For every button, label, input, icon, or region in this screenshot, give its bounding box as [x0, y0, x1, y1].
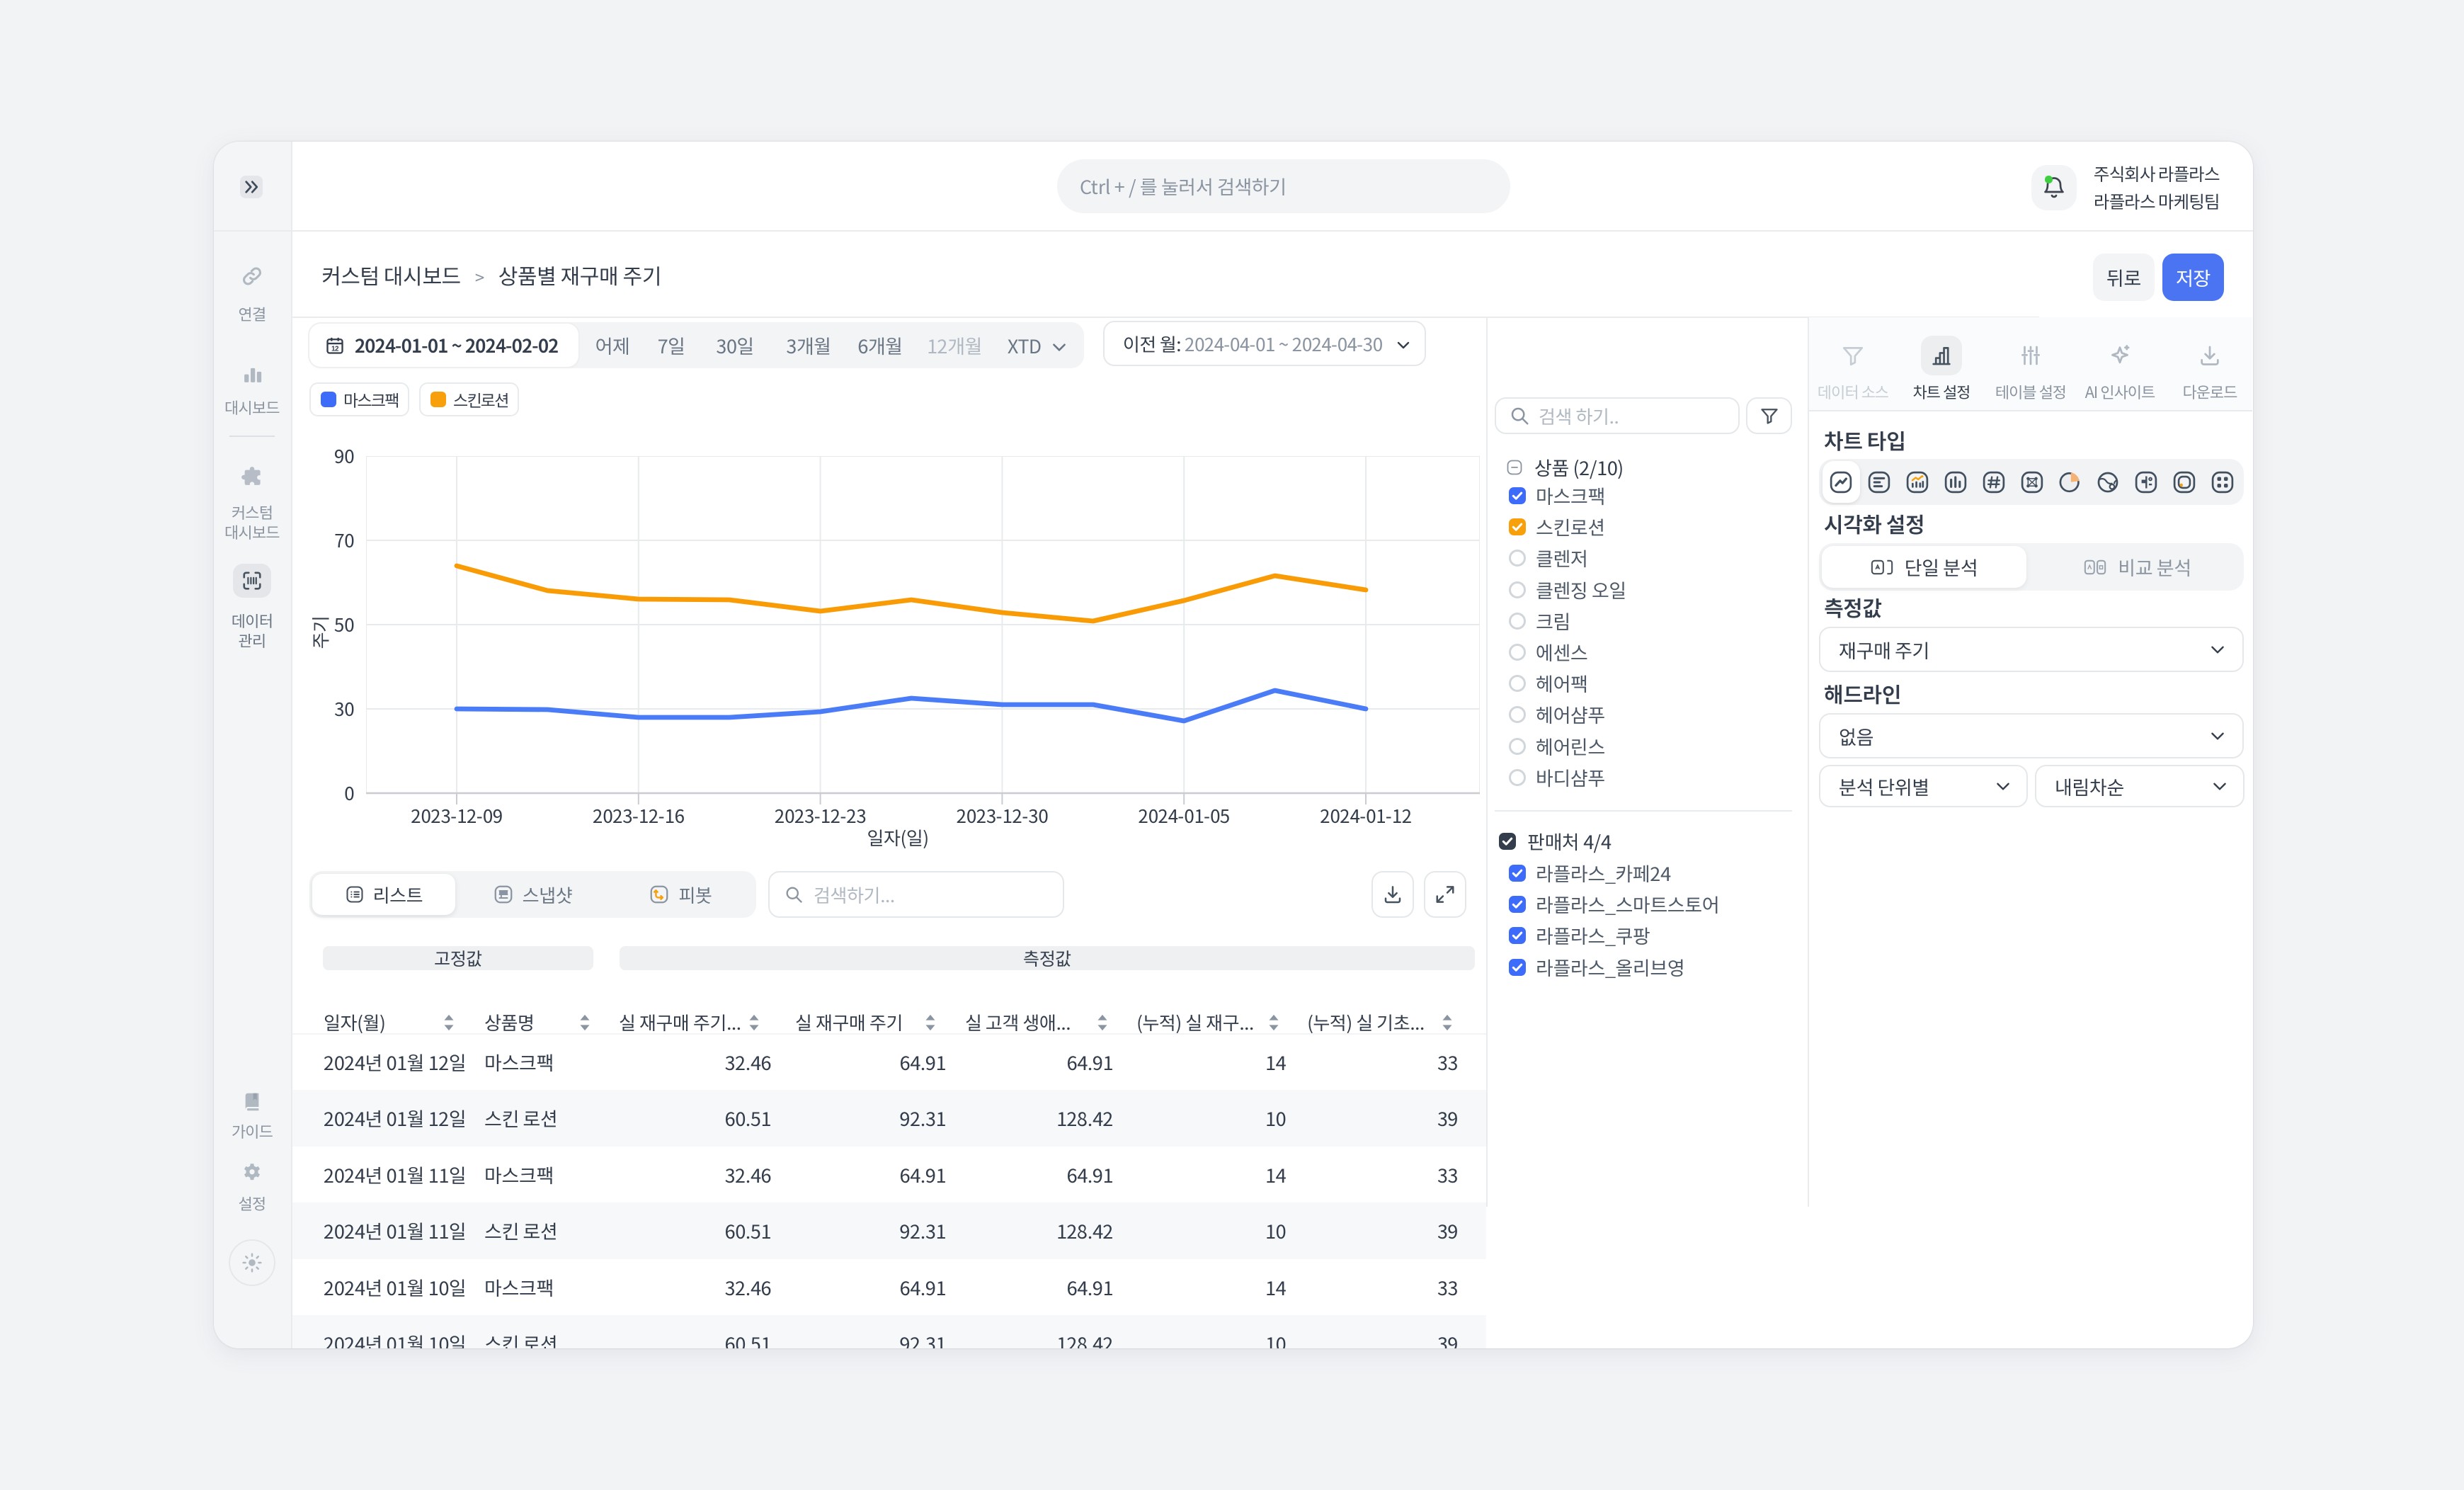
svg-text:12: 12: [331, 345, 339, 353]
